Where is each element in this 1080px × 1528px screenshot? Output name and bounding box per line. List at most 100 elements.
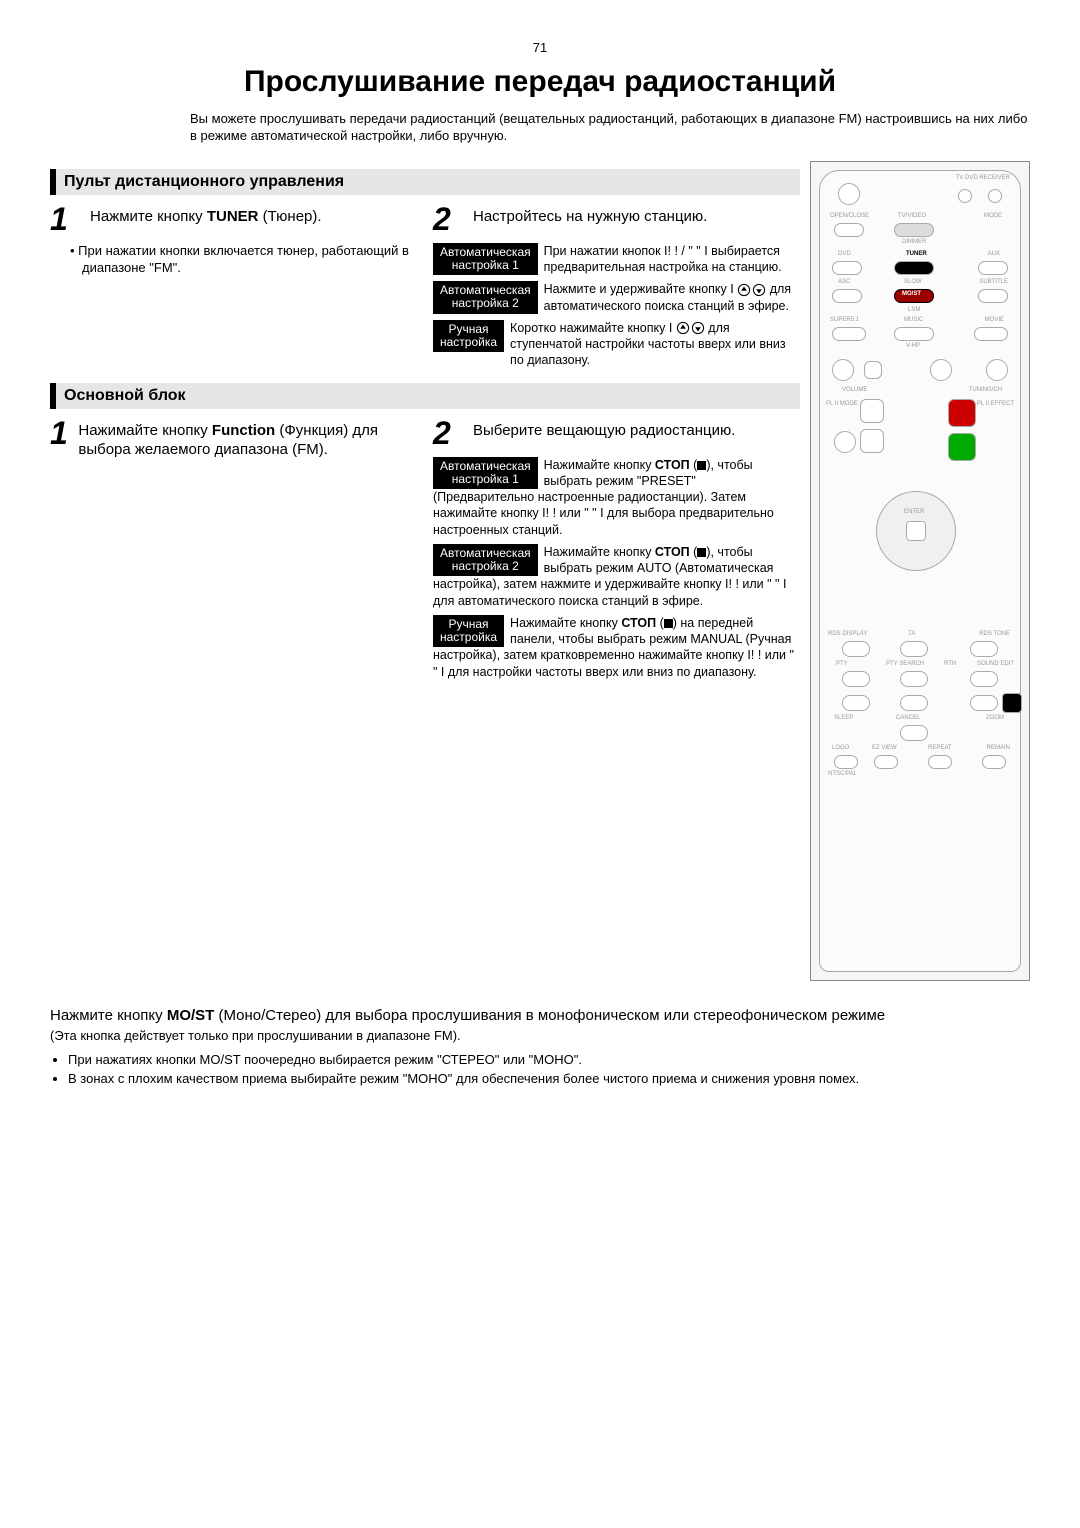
lbl-dimmer: DIMMER xyxy=(902,239,926,245)
tuner-btn xyxy=(894,261,934,275)
remote-columns: 1 Нажмите кнопку TUNER (Тюнер). При нажа… xyxy=(50,203,800,375)
ezview-btn xyxy=(874,755,898,769)
desc-bold: СТОП xyxy=(655,545,690,559)
logo-btn xyxy=(834,755,858,769)
stop-btn xyxy=(864,361,882,379)
step-number: 2 xyxy=(433,417,463,449)
lbl-tvvideo: TV/VIDEO xyxy=(898,213,926,219)
step-number: 1 xyxy=(50,203,80,235)
stop-icon xyxy=(697,461,706,470)
plii-mode-btn xyxy=(834,431,856,453)
tune-box-auto1: Автоматическая настройка 1 xyxy=(433,457,538,489)
mu-auto1-row: Автоматическая настройка 1 Нажимайте кно… xyxy=(433,457,800,538)
lbl-volume: VOLUME xyxy=(842,387,867,393)
lbl-ptysearch: PTY SEARCH xyxy=(886,661,924,667)
lbl-openclose: OPEN/CLOSE xyxy=(830,213,869,219)
num-2 xyxy=(900,641,928,657)
desc-pre: Нажимайте кнопку xyxy=(544,458,655,472)
desc-bold: СТОП xyxy=(655,458,690,472)
mo-st-item: При нажатиях кнопки MO/ST поочередно выб… xyxy=(68,1051,1030,1069)
tune-box-auto2: Автоматическая настройка 2 xyxy=(433,281,538,313)
remote-step-1: 1 Нажмите кнопку TUNER (Тюнер). xyxy=(50,203,417,235)
mu-manual-row: Ручная настройка Нажимайте кнопку СТОП (… xyxy=(433,615,800,680)
step1-post: (Тюнер). xyxy=(259,208,322,225)
remain-btn xyxy=(982,755,1006,769)
box-l1: Ручная xyxy=(440,618,497,631)
lbl-repeat: REPEAT xyxy=(928,745,952,751)
lbl-lsm: LSM xyxy=(908,307,920,313)
box-l2: настройка 1 xyxy=(440,259,531,272)
mainunit-col-1: 1 Нажимайте кнопку Function (Функция) дл… xyxy=(50,417,417,686)
box-l2: настройка 1 xyxy=(440,473,531,486)
box-l2: настройка xyxy=(440,631,497,644)
lbl-rdsdisplay: RDS DISPLAY xyxy=(828,631,867,637)
tune-up-btn xyxy=(948,399,976,427)
step-number: 2 xyxy=(433,203,463,235)
remote-manual-row: Ручная настройка Коротко нажимайте кнопк… xyxy=(433,320,800,369)
next-btn xyxy=(986,359,1008,381)
box-l1: Автоматическая xyxy=(440,246,531,259)
lbl-tuner: TUNER xyxy=(906,251,927,257)
main-body: Пульт дистанционного управления 1 Нажмит… xyxy=(50,161,1030,981)
super5-btn xyxy=(832,327,866,341)
lbl-asc: ASC xyxy=(838,279,850,285)
num-0 xyxy=(900,725,928,741)
enter-btn xyxy=(906,521,926,541)
tune-down-btn xyxy=(948,433,976,461)
box-l2: настройка xyxy=(440,336,497,349)
stop-icon xyxy=(664,619,673,628)
step-number: 1 xyxy=(50,417,68,449)
remote-step1-bullet: При нажатии кнопки включается тюнер, раб… xyxy=(70,243,417,277)
stop-icon xyxy=(697,548,706,557)
mo-st-subtitle: (Эта кнопка действует только при прослуш… xyxy=(50,1028,1030,1043)
box-l2: настройка 2 xyxy=(440,560,531,573)
lbl-ta: TA xyxy=(908,631,915,637)
lbl-super5: SUPER5.1 xyxy=(830,317,859,323)
desc-pre: Нажмите и удерживайте кнопку I xyxy=(544,282,734,296)
remote-step-2: 2 Настройтесь на нужную станцию. xyxy=(433,203,800,235)
dimmer-btn xyxy=(894,223,934,237)
vol-down-btn xyxy=(860,429,884,453)
lbl-slow: SLOW xyxy=(904,279,922,285)
remote-auto2-row: Автоматическая настройка 2 Нажмите и уде… xyxy=(433,281,800,314)
num-6 xyxy=(970,671,998,687)
lbl-zoom: ZOOM xyxy=(986,715,1004,721)
most-post: (Моно/Стерео) для выбора прослушивания в… xyxy=(214,1007,885,1024)
lbl-mode: MODE xyxy=(984,213,1002,219)
lbl-soundedit: SOUND EDIT xyxy=(977,661,1014,667)
tune-box-manual: Ручная настройка xyxy=(433,320,504,352)
lbl-cancel: CANCEL xyxy=(896,715,920,721)
prev-btn xyxy=(832,359,854,381)
lbl-pty: PTY xyxy=(836,661,848,667)
remote-auto1-row: Автоматическая настройка 1 При нажатии к… xyxy=(433,243,800,276)
mo-st-list: При нажатиях кнопки MO/ST поочередно выб… xyxy=(50,1051,1030,1088)
box-l1: Автоматическая xyxy=(440,547,531,560)
tune-desc: При нажатии кнопок I! ! / " " I выбирает… xyxy=(544,243,800,276)
box-l2: настройка 2 xyxy=(440,297,531,310)
aux-btn xyxy=(978,261,1008,275)
step-text: Нажимайте кнопку Function (Функция) для … xyxy=(78,417,417,460)
mainunit-step-1: 1 Нажимайте кнопку Function (Функция) дл… xyxy=(50,417,417,460)
lbl-subtitle: SUBTITLE xyxy=(979,279,1008,285)
tune-box-auto2: Автоматическая настройка 2 xyxy=(433,544,538,576)
mainunit-columns: 1 Нажимайте кнопку Function (Функция) дл… xyxy=(50,417,800,686)
tune-box-manual: Ручная настройка xyxy=(433,615,504,647)
section-mainunit-header: Основной блок xyxy=(50,383,800,409)
remote-col-1: 1 Нажмите кнопку TUNER (Тюнер). При нажа… xyxy=(50,203,417,375)
mo-st-title: Нажмите кнопку MO/ST (Моно/Стерео) для в… xyxy=(50,1005,1030,1026)
music-btn xyxy=(894,327,934,341)
mainunit-col-2: 2 Выберите вещающую радиостанцию. Автома… xyxy=(433,417,800,686)
desc-pre: Нажимайте кнопку xyxy=(544,545,655,559)
tune-desc: Коротко нажимайте кнопку I для ступенчат… xyxy=(510,320,800,369)
content-column: Пульт дистанционного управления 1 Нажмит… xyxy=(50,161,800,981)
most-bold: MO/ST xyxy=(167,1007,215,1024)
lbl-aux: AUX xyxy=(988,251,1000,257)
mo-st-item: В зонах с плохим качеством приема выбира… xyxy=(68,1070,1030,1088)
tv-btn xyxy=(958,189,972,203)
lbl-movie: MOVIE xyxy=(985,317,1004,323)
num-1 xyxy=(842,641,870,657)
intro-text: Вы можете прослушивать передачи радиоста… xyxy=(190,111,1030,145)
lbl-ntscpal: NTSC/PAL xyxy=(828,771,857,777)
openclose-btn xyxy=(834,223,864,237)
lbl-rtn: RTN xyxy=(944,661,956,667)
